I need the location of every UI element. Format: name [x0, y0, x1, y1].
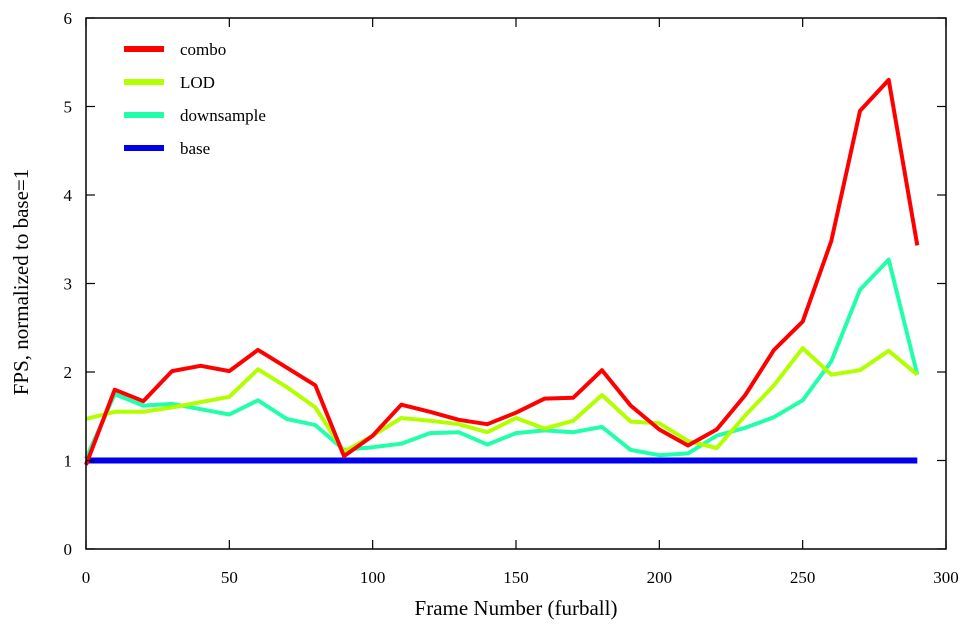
y-tick-label: 3 — [64, 275, 73, 294]
legend-label-lod: LOD — [180, 73, 215, 92]
series-line-downsample — [84, 257, 920, 460]
y-axis-ticks: 0 1 2 3 4 5 6 — [64, 9, 946, 559]
y-tick-label: 5 — [64, 98, 73, 117]
x-tick-label: 0 — [82, 568, 91, 587]
y-tick-label: 4 — [64, 186, 73, 205]
series-line-lod — [85, 346, 919, 454]
series-line-combo — [84, 77, 920, 466]
x-tick-label: 150 — [503, 568, 529, 587]
x-axis-ticks: 0 50 100 150 200 250 300 — [82, 18, 959, 587]
y-tick-label: 1 — [64, 452, 73, 471]
x-tick-label: 50 — [221, 568, 238, 587]
legend-label-downsample: downsample — [180, 106, 266, 125]
legend-label-combo: combo — [180, 40, 226, 59]
legend: combo LOD downsample base — [124, 40, 266, 158]
x-tick-label: 100 — [360, 568, 386, 587]
x-tick-label: 200 — [647, 568, 673, 587]
legend-label-base: base — [180, 139, 210, 158]
x-tick-label: 300 — [933, 568, 959, 587]
y-tick-label: 0 — [64, 540, 73, 559]
plot-lines — [84, 77, 920, 466]
y-tick-label: 2 — [64, 363, 73, 382]
x-tick-label: 250 — [790, 568, 816, 587]
y-axis-label: FPS, normalized to base=1 — [9, 169, 33, 396]
y-tick-label: 6 — [64, 9, 73, 28]
x-axis-label: Frame Number (furball) — [415, 596, 618, 620]
